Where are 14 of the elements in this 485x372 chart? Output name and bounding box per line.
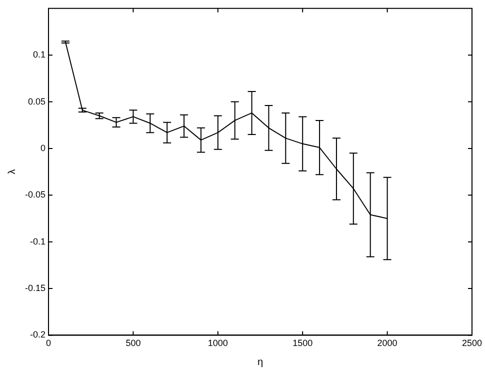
x-tick-label: 2000 [377, 338, 398, 348]
x-tick-label: 1500 [292, 338, 313, 348]
y-tick-label: -0.15 [25, 283, 46, 293]
x-tick-label: 1000 [208, 338, 228, 348]
y-tick-label: -0.05 [25, 190, 46, 200]
y-tick-label: -0.1 [30, 236, 46, 246]
x-axis-title: η [257, 356, 264, 368]
y-tick-label: 0 [40, 142, 46, 153]
y-tick-label: -0.2 [30, 330, 46, 340]
x-tick-label: 500 [126, 338, 141, 348]
y-axis-title: λ [6, 169, 18, 174]
y-tick-label: 0.05 [28, 96, 46, 106]
x-tick-label: 2500 [462, 338, 482, 348]
y-tick-label: 0.1 [33, 50, 46, 60]
